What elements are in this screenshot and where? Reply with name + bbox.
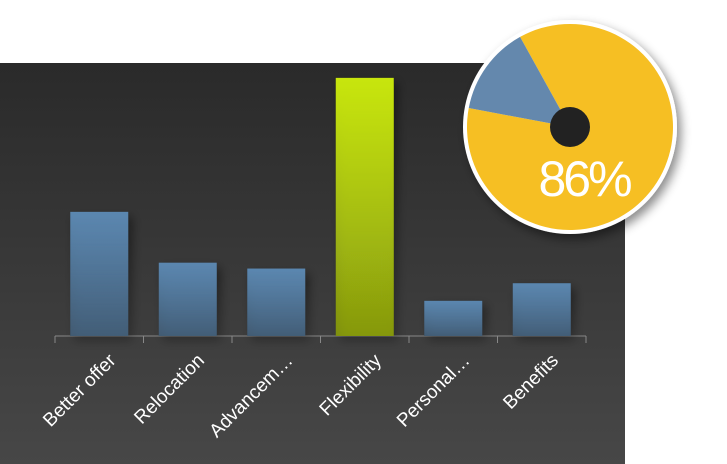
bar <box>512 283 571 336</box>
bar <box>70 211 129 336</box>
bar <box>424 300 483 336</box>
value-label: 86% <box>538 151 631 207</box>
bar <box>247 268 306 336</box>
bar <box>335 77 394 336</box>
pie-chart: 86% <box>463 20 677 234</box>
pie-slice <box>468 36 570 127</box>
bar <box>158 262 217 336</box>
pie-hole <box>550 107 590 147</box>
